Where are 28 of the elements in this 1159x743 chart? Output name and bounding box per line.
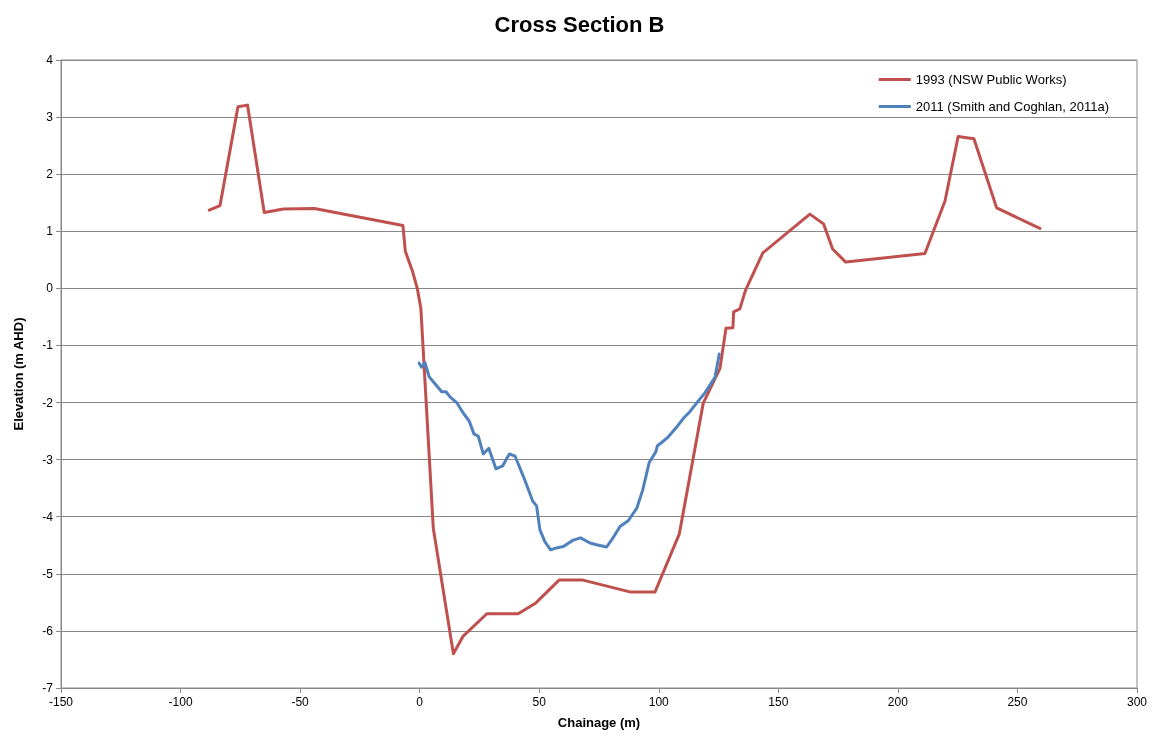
legend-label: 2011 (Smith and Coghlan, 2011a) xyxy=(915,99,1110,114)
y-tick-label: -7 xyxy=(42,681,54,695)
y-tick-label: -1 xyxy=(42,338,54,353)
chart-title: Cross Section B xyxy=(494,11,665,37)
y-tick-label: -6 xyxy=(42,623,54,638)
x-axis-title: Chainage (m) xyxy=(557,715,641,730)
y-tick-label: 4 xyxy=(46,53,54,67)
y-tick-label: -5 xyxy=(42,566,54,581)
x-tick-label: -150 xyxy=(48,695,74,709)
y-tick-label: -4 xyxy=(42,509,54,524)
y-tick-label: 1 xyxy=(46,224,54,239)
line-series xyxy=(417,352,721,552)
y-tick-label: 2 xyxy=(46,167,54,182)
y-tick-label: -2 xyxy=(42,395,54,410)
x-tick-label: -100 xyxy=(168,695,193,709)
y-tick-label: 0 xyxy=(46,281,54,296)
x-tick-label: 200 xyxy=(887,695,909,709)
y-tick-label: 3 xyxy=(46,110,54,125)
x-tick-label: 50 xyxy=(532,695,547,709)
x-tick-label: 250 xyxy=(1007,695,1028,709)
x-tick-label: 150 xyxy=(768,695,789,709)
legend-label: 1993 (NSW Public Works) xyxy=(915,72,1067,87)
x-tick-label: 100 xyxy=(648,695,670,709)
y-tick-label: -3 xyxy=(42,452,54,467)
x-tick-label: 300 xyxy=(1126,695,1148,709)
y-axis-title: Elevation (m AHD) xyxy=(11,317,26,431)
x-tick-label: 0 xyxy=(416,695,424,709)
x-tick-label: -50 xyxy=(291,695,310,709)
